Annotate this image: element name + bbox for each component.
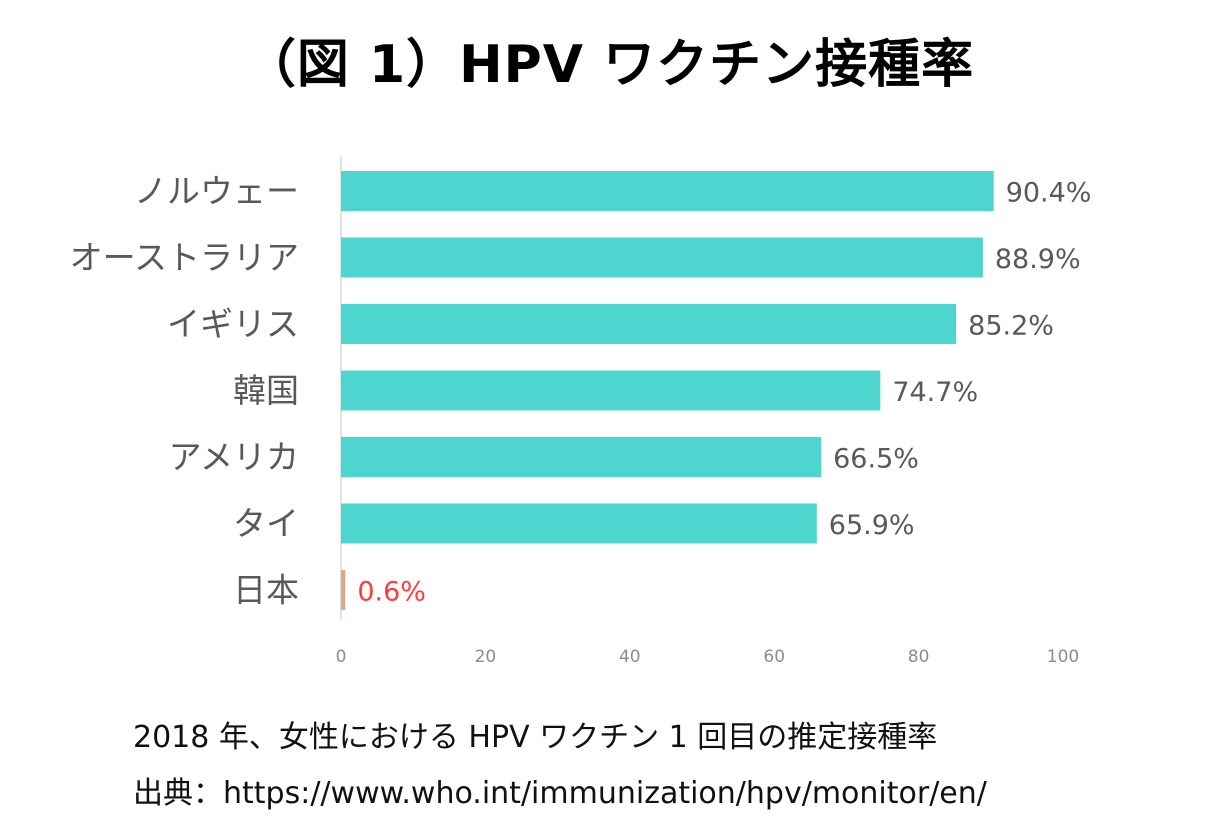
category-label: タイ [233, 504, 299, 543]
x-tick-label: 100 [1047, 647, 1079, 667]
bar [341, 570, 346, 610]
category-label: オーストラリア [70, 238, 299, 277]
x-tick-label: 60 [763, 647, 785, 667]
x-tick-label: 20 [475, 647, 497, 667]
x-tick-label: 40 [619, 647, 641, 667]
value-label: 85.2% [968, 311, 1054, 342]
value-label: 88.9% [995, 244, 1081, 275]
x-tick-label: 0 [336, 647, 347, 667]
chart-title: （図 1）HPV ワクチン接種率 [243, 35, 975, 95]
value-label: 74.7% [892, 377, 978, 408]
bar [341, 237, 983, 278]
bar [341, 304, 957, 344]
bar-chart: ノルウェー 90.4% オーストラリア 88.9% イギリス 85.2% 韓国 74.7% アメ… [70, 156, 1092, 667]
bar [341, 437, 822, 477]
bar [341, 503, 817, 544]
category-label: 韓国 [233, 371, 299, 410]
value-label: 66.5% [833, 444, 919, 475]
x-tick-label: 80 [908, 647, 930, 667]
category-label: ノルウェー [134, 172, 299, 211]
bar [341, 370, 881, 411]
value-label: 0.6% [357, 577, 426, 608]
caption-source: 出典：https://www.who.int/immunization/hpv/… [133, 776, 987, 811]
bar [341, 171, 994, 211]
category-label: イギリス [167, 305, 299, 344]
category-label: 日本 [233, 571, 299, 610]
value-label: 90.4% [1006, 178, 1092, 209]
value-label: 65.9% [829, 510, 915, 541]
caption-description: 2018 年、女性における HPV ワクチン 1 回目の推定接種率 [133, 720, 938, 755]
category-label: アメリカ [169, 438, 299, 477]
